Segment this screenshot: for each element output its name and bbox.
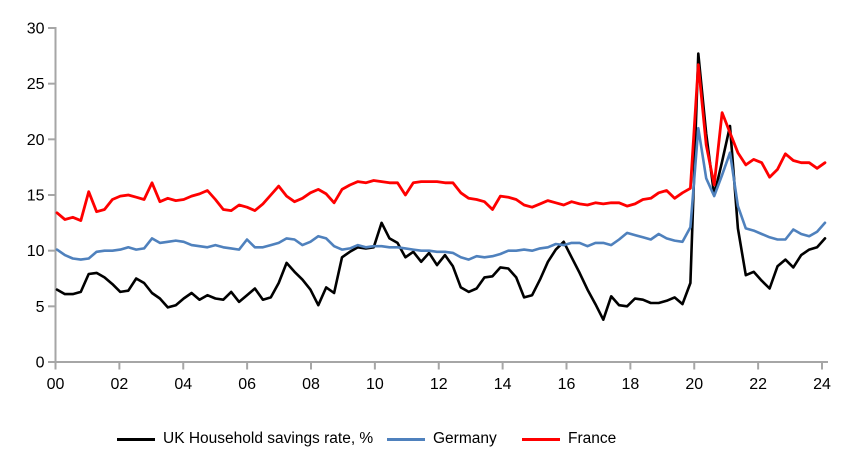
france-line-swatch — [522, 437, 560, 441]
x-tick-label: 08 — [302, 376, 320, 393]
x-tick-label: 14 — [494, 376, 512, 393]
legend-label-germany: Germany — [433, 430, 497, 447]
y-tick-label: 5 — [36, 299, 45, 316]
savings-chart: 0 5 10 15 20 25 30 00 02 04 06 08 10 12 14 16 18 20 22 24 — [27, 21, 831, 394]
y-tick-label: 30 — [27, 21, 45, 38]
x-tick-label: 18 — [621, 376, 639, 393]
y-tick-label: 20 — [27, 132, 45, 149]
x-tick-label: 22 — [749, 376, 767, 393]
legend-item-uk: UK Household savings rate, % — [117, 428, 373, 450]
legend: UK Household savings rate, % Germany Fra… — [0, 428, 852, 452]
legend-item-france: France — [522, 428, 616, 450]
legend-label-france: France — [568, 430, 617, 447]
legend-label-uk: UK Household savings rate, % — [163, 430, 374, 447]
x-tick-label: 20 — [685, 376, 703, 393]
y-tick-label: 10 — [27, 243, 45, 260]
germany-line-swatch — [387, 437, 425, 441]
x-tick-label: 16 — [558, 376, 576, 393]
x-tick-label: 12 — [430, 376, 448, 393]
y-tick-label: 15 — [27, 188, 45, 205]
x-tick-label: 02 — [110, 376, 128, 393]
germany-line — [55, 126, 827, 261]
france-line — [55, 63, 827, 223]
legend-item-germany: Germany — [387, 428, 497, 450]
x-tick-label: 00 — [47, 376, 65, 393]
x-tick-label: 10 — [366, 376, 384, 393]
uk-line-swatch — [117, 437, 155, 441]
y-tick-label: 25 — [27, 76, 45, 93]
x-tick-label: 06 — [238, 376, 256, 393]
y-tick-label: 0 — [36, 355, 45, 372]
x-tick-label: 24 — [813, 376, 831, 393]
x-tick-label: 04 — [174, 376, 192, 393]
